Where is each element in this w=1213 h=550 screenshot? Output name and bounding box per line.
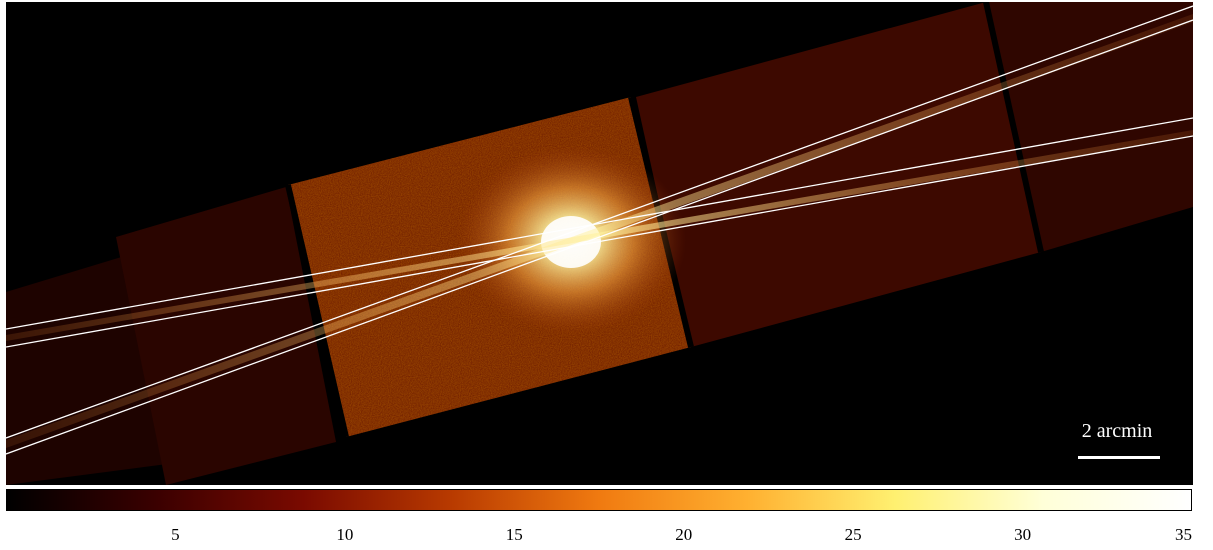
scale-bar xyxy=(1078,456,1160,459)
x-ray-image-panel xyxy=(6,2,1193,485)
colorbar-tick-label: 30 xyxy=(1014,525,1032,544)
heg-arm-streak xyxy=(6,14,1193,448)
chip-gap xyxy=(983,2,1044,253)
chip xyxy=(116,187,336,485)
meg-arm-streak xyxy=(6,130,1193,341)
scale-bar-label: 2 arcmin xyxy=(1081,420,1153,442)
colorbar-tick-label: 5 xyxy=(171,525,180,544)
grating-streaks xyxy=(6,14,1193,448)
region-line xyxy=(6,135,1193,348)
region-line xyxy=(6,19,1193,455)
region-line xyxy=(6,117,1193,330)
region-line xyxy=(6,5,1193,439)
colorbar-ticks: 5 10 15 20 25 30 35 xyxy=(0,525,1213,549)
colorbar-tick-label: 15 xyxy=(505,525,523,544)
chip xyxy=(636,2,1041,347)
extraction-regions xyxy=(6,5,1193,455)
chip-gap xyxy=(285,184,349,438)
colorbar-tick-label: 25 xyxy=(844,525,862,544)
colorbar-tick-label: 35 xyxy=(1175,525,1192,544)
chip xyxy=(986,2,1193,252)
colorbar xyxy=(6,489,1192,511)
colorbar-tick-label: 20 xyxy=(675,525,693,544)
colorbar-tick-label: 10 xyxy=(336,525,354,544)
x-ray-image xyxy=(6,2,1193,485)
